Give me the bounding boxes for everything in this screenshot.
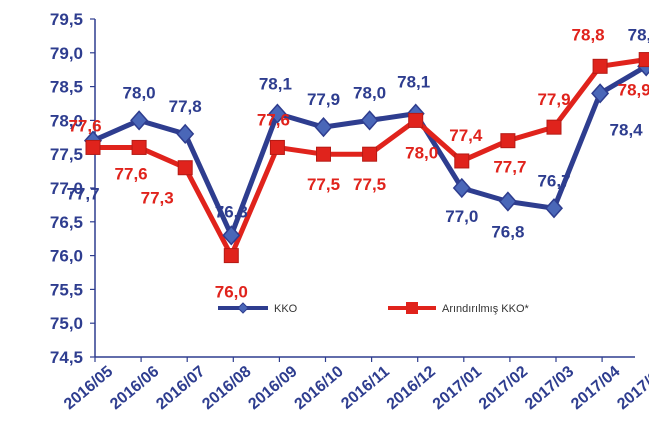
x-tick-label: 2016/05 — [61, 363, 116, 413]
arindirilmis-kko-marker — [316, 146, 331, 162]
kko-data-label-extra: 77,7 — [66, 185, 99, 204]
x-tick-label: 2016/08 — [199, 363, 254, 413]
arindirilmis-kko-marker — [131, 139, 147, 155]
x-tick-label: 2017/03 — [522, 363, 577, 413]
arindirilmis-kko-marker — [408, 112, 424, 128]
x-tick-label: 2017/02 — [476, 363, 531, 413]
y-tick-labels: 74,5 75,0 75,5 76,0 76,5 77,0 77,5 78,0 78,5 79,0… — [50, 10, 83, 367]
kko-marker — [544, 198, 564, 219]
kko-marker — [222, 225, 241, 246]
kko-data-label: 78,1 — [259, 75, 292, 94]
y-tick-label: 79,5 — [50, 10, 83, 29]
x-tick-label: 2016/07 — [153, 363, 208, 413]
x-tick-label: 2016/09 — [245, 363, 300, 413]
legend-arindirilmis-marker — [406, 302, 418, 314]
kko-marker — [360, 110, 379, 131]
kko-marker — [591, 83, 610, 104]
arindirilmis-kko-data-label: 77,9 — [537, 90, 570, 109]
series-markers — [83, 52, 649, 264]
x-tick-label: 2016/06 — [107, 363, 162, 413]
y-tick-label: 76,0 — [50, 247, 83, 266]
kko-data-label: 76,7 — [537, 171, 570, 190]
x-tick-label: 2016/11 — [338, 363, 393, 413]
arindirilmis-kko-marker — [177, 160, 193, 176]
arindirilmis-kko-marker — [362, 146, 378, 162]
kko-data-label: 77,9 — [307, 90, 340, 109]
legend-kko-marker — [237, 302, 249, 314]
y-tick-label: 79,0 — [50, 44, 83, 63]
data-labels: 78,0 77,8 76,3 78,1 77,9 78,0 78,1 77,0 76,8 76,7… — [66, 25, 649, 301]
x-tick-labels: 2016/052016/062016/072016/082016/092016/… — [61, 363, 649, 413]
arindirilmis-kko-marker — [592, 58, 608, 74]
arindirilmis-kko-marker — [454, 153, 470, 169]
arindirilmis-kko-data-label: 78,9 — [618, 81, 649, 100]
kko-data-label: 76,8 — [491, 223, 524, 242]
kko-marker — [452, 177, 471, 199]
arindirilmis-kko-data-label: 77,6 — [257, 110, 290, 129]
kko-data-label: 77,0 — [445, 207, 478, 226]
arindirilmis-kko-data-label: 77,6 — [115, 164, 148, 183]
arindirilmis-kko-data-label: 78,0 — [405, 143, 438, 162]
x-tick-label: 2017/04 — [568, 363, 623, 413]
y-tick-label: 75,5 — [50, 280, 83, 299]
arindirilmis-kko-data-label: 77,7 — [493, 158, 526, 177]
y-tick-label: 76,5 — [50, 213, 83, 232]
arindirilmis-kko-data-label: 77,4 — [449, 126, 483, 145]
arindirilmis-kko-data-label: 77,5 — [307, 175, 340, 194]
kko-marker — [176, 123, 195, 145]
kko-data-label: 78,1 — [397, 73, 430, 92]
y-tick-label: 77,5 — [50, 145, 83, 164]
legend-arindirilmis-label: Arındırılmış KKO* — [442, 303, 530, 315]
kko-data-label: 77,8 — [169, 97, 202, 116]
x-tick-label: 2017/05 — [614, 363, 649, 413]
arindirilmis-kko-data-label: 78,8 — [572, 25, 605, 44]
kko-data-label: 78,0 — [353, 83, 386, 102]
y-tick-label: 77,0 — [50, 179, 83, 198]
y-tick-label: 74,5 — [50, 348, 83, 367]
arindirilmis-kko-marker — [269, 139, 285, 155]
kko-data-label: 78,4 — [610, 120, 644, 139]
y-tick-label: 78,5 — [50, 78, 83, 97]
arindirilmis-kko-data-label: 76,0 — [215, 283, 248, 302]
x-tick-label: 2016/10 — [292, 363, 347, 413]
legend-kko-label: KKO — [274, 303, 298, 315]
kko-marker — [130, 110, 149, 131]
legend: KKO Arındırılmış KKO* — [218, 302, 530, 315]
axes — [90, 18, 635, 362]
arindirilmis-kko-data-label: 77,5 — [353, 175, 386, 194]
arindirilmis-kko-marker — [85, 139, 101, 155]
kko-marker — [498, 191, 517, 212]
kko-data-label: 76,3 — [215, 202, 248, 221]
x-tick-label: 2016/12 — [384, 363, 439, 413]
y-tick-label: 75,0 — [50, 314, 83, 333]
arindirilmis-kko-marker — [546, 119, 562, 135]
arindirilmis-kko-data-label: 77,3 — [141, 189, 174, 208]
arindirilmis-kko-marker — [223, 248, 239, 264]
kko-data-label: 78,0 — [123, 83, 156, 102]
arindirilmis-kko-marker — [500, 133, 516, 149]
kko-marker — [268, 103, 287, 124]
x-tick-label: 2017/01 — [430, 363, 485, 413]
arindirilmis-kko-data-label: 77,6 — [68, 116, 101, 135]
y-tick-label: 78,0 — [50, 111, 83, 130]
kko-data-label: 78,8 — [628, 25, 649, 44]
kko-marker — [314, 117, 333, 138]
arindirilmis-kko-marker — [638, 52, 649, 68]
